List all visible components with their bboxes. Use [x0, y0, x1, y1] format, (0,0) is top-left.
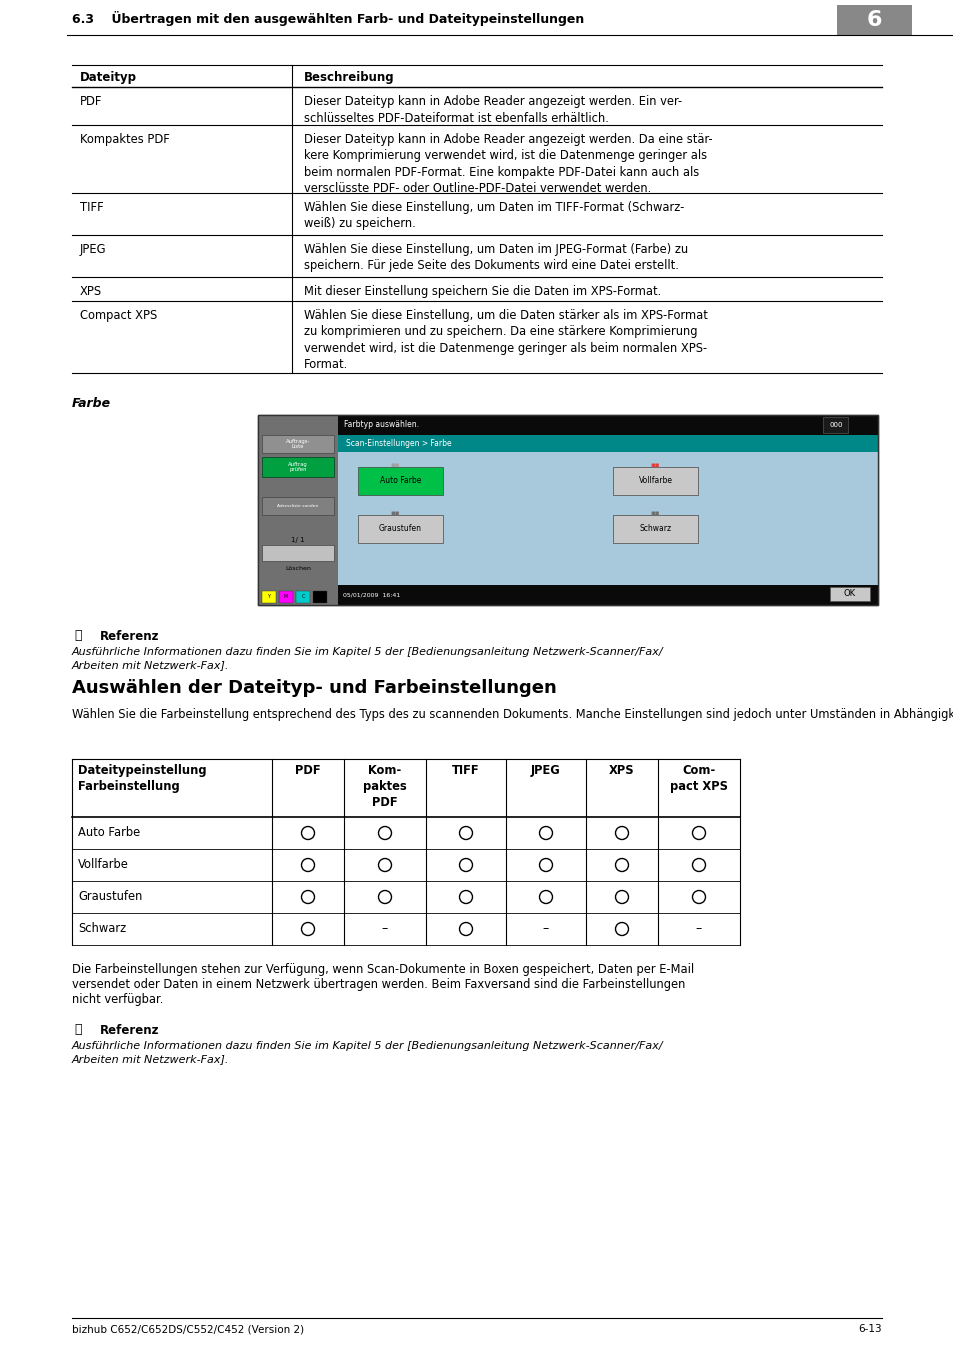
- Text: Schwarz: Schwarz: [78, 922, 126, 936]
- Bar: [337, 452, 877, 585]
- Text: Vollfarbe: Vollfarbe: [638, 477, 672, 486]
- Text: Kompaktes PDF: Kompaktes PDF: [80, 134, 170, 146]
- Text: Wählen Sie diese Einstellung, um Daten im JPEG-Format (Farbe) zu
speichern. Für : Wählen Sie diese Einstellung, um Daten i…: [304, 243, 687, 273]
- Text: JPEG: JPEG: [80, 243, 107, 256]
- Text: Vollfarbe: Vollfarbe: [78, 859, 129, 871]
- Text: 1/ 1: 1/ 1: [291, 537, 305, 543]
- Text: Die Farbeinstellungen stehen zur Verfügung, wenn Scan-Dokumente in Boxen gespeic: Die Farbeinstellungen stehen zur Verfügu…: [71, 963, 694, 976]
- Text: Scan-Einstellungen > Farbe: Scan-Einstellungen > Farbe: [346, 439, 451, 448]
- Text: bizhub C652/C652DS/C552/C452 (Version 2): bizhub C652/C652DS/C552/C452 (Version 2): [71, 1324, 304, 1334]
- Text: Graustufen: Graustufen: [378, 525, 421, 533]
- Text: XPS: XPS: [609, 764, 634, 778]
- Text: Auswählen der Dateityp- und Farbeinstellungen: Auswählen der Dateityp- und Farbeinstell…: [71, 679, 557, 697]
- Text: JPEG: JPEG: [531, 764, 560, 778]
- Text: Dateityp: Dateityp: [80, 72, 137, 84]
- Text: ▪▪: ▪▪: [390, 510, 399, 516]
- Text: Auto Farbe: Auto Farbe: [379, 477, 420, 486]
- Text: –: –: [695, 922, 701, 936]
- Text: XPS: XPS: [80, 285, 102, 298]
- Text: ▪▪: ▪▪: [650, 462, 659, 468]
- Text: C: C: [301, 594, 304, 599]
- Bar: [613, 467, 698, 495]
- Text: TIFF: TIFF: [80, 201, 104, 215]
- Bar: [829, 587, 869, 601]
- Bar: [337, 585, 877, 605]
- Bar: [357, 467, 442, 495]
- Text: –: –: [542, 922, 549, 936]
- Text: Kom-
paktes
PDF: Kom- paktes PDF: [363, 764, 406, 809]
- Text: Wählen Sie diese Einstellung, um die Daten stärker als im XPS-Format
zu komprimi: Wählen Sie diese Einstellung, um die Dat…: [304, 309, 707, 371]
- Text: Schwarz: Schwarz: [639, 525, 671, 533]
- Text: Adressliste sonden: Adressliste sonden: [277, 504, 318, 508]
- Text: Auto Farbe: Auto Farbe: [78, 826, 140, 838]
- Text: Graustufen: Graustufen: [78, 890, 142, 903]
- Text: OK: OK: [843, 590, 855, 598]
- Bar: [613, 514, 698, 543]
- Text: versendet oder Daten in einem Netzwerk übertragen werden. Beim Faxversand sind d: versendet oder Daten in einem Netzwerk ü…: [71, 977, 684, 991]
- Bar: [257, 414, 877, 605]
- Text: K: K: [318, 594, 321, 599]
- Bar: [278, 591, 293, 603]
- Bar: [262, 435, 334, 454]
- Text: 📖: 📖: [74, 1023, 81, 1035]
- Bar: [257, 414, 337, 605]
- Text: Löschen: Löschen: [285, 567, 311, 571]
- Text: 6-13: 6-13: [858, 1324, 882, 1334]
- Text: Beschreibung: Beschreibung: [304, 72, 395, 84]
- Text: Auftrag
prüfen: Auftrag prüfen: [288, 462, 308, 472]
- Text: Farbtyp auswählen.: Farbtyp auswählen.: [344, 420, 418, 429]
- Text: Dieser Dateityp kann in Adobe Reader angezeigt werden. Da eine stär-
kere Kompri: Dieser Dateityp kann in Adobe Reader ang…: [304, 134, 712, 196]
- Text: nicht verfügbar.: nicht verfügbar.: [71, 994, 163, 1006]
- Text: Farbe: Farbe: [71, 397, 111, 410]
- Bar: [822, 417, 847, 433]
- Text: Com-
pact XPS: Com- pact XPS: [669, 764, 727, 792]
- Bar: [257, 414, 877, 605]
- Text: Dieser Dateityp kann in Adobe Reader angezeigt werden. Ein ver-
schlüsseltes PDF: Dieser Dateityp kann in Adobe Reader ang…: [304, 95, 681, 124]
- Bar: [262, 458, 334, 477]
- Bar: [262, 497, 334, 514]
- Bar: [357, 514, 442, 543]
- Text: 05/01/2009  16:41: 05/01/2009 16:41: [343, 593, 400, 598]
- Text: Compact XPS: Compact XPS: [80, 309, 157, 323]
- Text: ▪▪: ▪▪: [650, 510, 659, 516]
- Text: M: M: [284, 594, 288, 599]
- Text: 📖: 📖: [74, 629, 81, 643]
- Text: 000: 000: [828, 423, 841, 428]
- Text: Y: Y: [267, 594, 271, 599]
- Text: Referenz: Referenz: [100, 630, 159, 643]
- Text: Wählen Sie diese Einstellung, um Daten im TIFF-Format (Schwarz-
weiß) zu speiche: Wählen Sie diese Einstellung, um Daten i…: [304, 201, 683, 231]
- Text: PDF: PDF: [294, 764, 320, 778]
- Bar: [262, 545, 334, 562]
- Bar: [313, 591, 327, 603]
- Text: 6.3    Übertragen mit den ausgewählten Farb- und Dateitypeinstellungen: 6.3 Übertragen mit den ausgewählten Farb…: [71, 11, 583, 26]
- Bar: [337, 435, 877, 452]
- Text: Ausführliche Informationen dazu finden Sie im Kapitel 5 der [Bedienungsanleitung: Ausführliche Informationen dazu finden S…: [71, 647, 663, 670]
- Bar: [295, 591, 310, 603]
- Text: Mit dieser Einstellung speichern Sie die Daten im XPS-Format.: Mit dieser Einstellung speichern Sie die…: [304, 285, 660, 298]
- Text: –: –: [381, 922, 388, 936]
- Text: Ausführliche Informationen dazu finden Sie im Kapitel 5 der [Bedienungsanleitung: Ausführliche Informationen dazu finden S…: [71, 1041, 663, 1064]
- Bar: [836, 5, 911, 35]
- Text: Dateitypeinstellung
Farbeinstellung: Dateitypeinstellung Farbeinstellung: [78, 764, 207, 792]
- Bar: [337, 414, 877, 435]
- Text: ▪▪: ▪▪: [390, 462, 399, 468]
- Text: TIFF: TIFF: [452, 764, 479, 778]
- Text: PDF: PDF: [80, 95, 102, 108]
- Text: Referenz: Referenz: [100, 1025, 159, 1037]
- Bar: [262, 591, 275, 603]
- Text: Wählen Sie die Farbeinstellung entsprechend des Typs des zu scannenden Dokuments: Wählen Sie die Farbeinstellung entsprech…: [71, 707, 953, 721]
- Text: Auftrags-
Liste: Auftrags- Liste: [286, 439, 310, 450]
- Text: 6: 6: [866, 9, 882, 30]
